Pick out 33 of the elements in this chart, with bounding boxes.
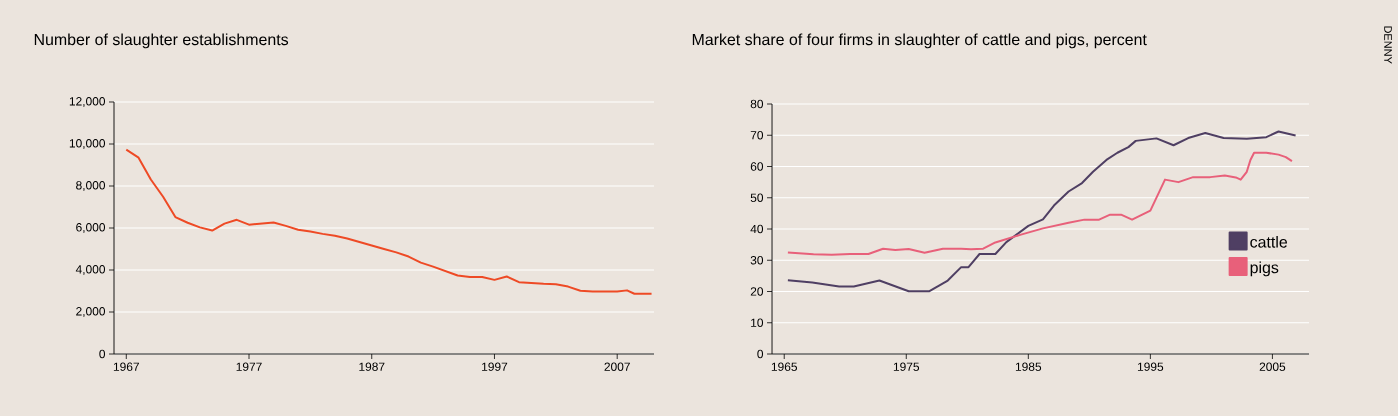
chart-title: Market share of four firms in slaughter of cattle and pigs, percent xyxy=(692,33,1147,49)
y-tick-label: 70 xyxy=(750,131,764,140)
x-tick-label: 1977 xyxy=(236,362,262,371)
y-tick-label: 2,000 xyxy=(76,307,106,317)
legend-label: cattle xyxy=(1250,235,1288,248)
x-tick-label: 1967 xyxy=(113,362,139,371)
y-tick-label: 0 xyxy=(757,349,764,359)
y-tick-label: 4,000 xyxy=(75,265,106,275)
y-tick-label: 30 xyxy=(750,256,764,265)
x-tick-label: 1995 xyxy=(1137,362,1164,371)
x-tick-label: 1975 xyxy=(893,362,920,371)
legend-label: pigs xyxy=(1250,261,1279,277)
y-tick-label: 80 xyxy=(750,99,764,109)
y-tick-label: 6,000 xyxy=(76,223,106,233)
y-tick-label: 60 xyxy=(750,162,764,171)
x-tick-label: 2005 xyxy=(1259,362,1286,371)
y-tick-label: 0 xyxy=(99,349,106,359)
y-tick-label: 10,000 xyxy=(69,139,106,149)
text: DENNY xyxy=(1384,26,1392,64)
x-tick-label: 1987 xyxy=(359,362,385,371)
y-tick-label: 40 xyxy=(750,224,764,234)
line-series xyxy=(786,151,1293,256)
x-tick-label: 1985 xyxy=(1015,362,1042,371)
y-tick-label: 50 xyxy=(750,193,764,202)
x-tick-label: 1965 xyxy=(771,362,798,371)
y-tick-label: 12,000 xyxy=(69,97,106,107)
x-tick-label: 2007 xyxy=(604,362,630,371)
line-series xyxy=(786,130,1297,293)
y-tick-label: 10 xyxy=(751,318,764,327)
chart-title: Number of slaughter establishments xyxy=(34,33,289,49)
x-tick-label: 1997 xyxy=(482,362,508,371)
y-tick-label: 20 xyxy=(750,287,764,296)
y-tick-label: 8,000 xyxy=(76,181,106,191)
